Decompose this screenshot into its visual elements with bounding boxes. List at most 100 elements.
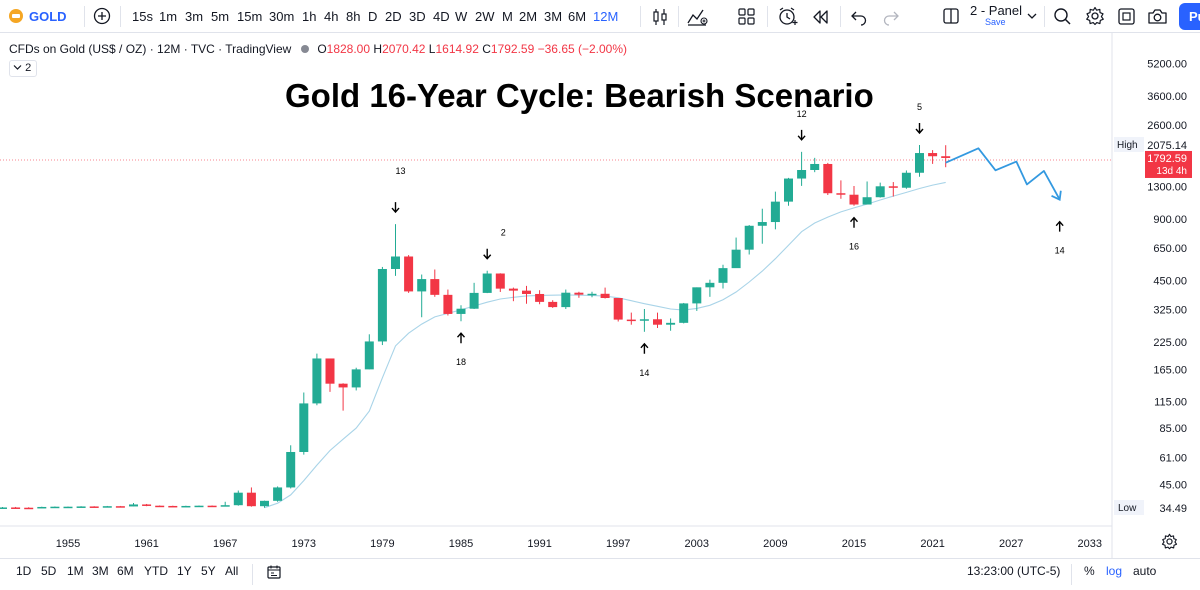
interval-1m[interactable]: 1m <box>159 9 178 24</box>
candle-1987[interactable] <box>482 270 492 294</box>
candle-1985[interactable] <box>456 305 466 322</box>
legend-symbol-title[interactable]: CFDs on Gold (US$ / OZ) · 12M · TVC · Tr… <box>9 42 292 56</box>
candle-1982[interactable] <box>417 274 427 318</box>
alert-clock-icon[interactable] <box>777 6 799 27</box>
candle-1978[interactable] <box>364 334 374 370</box>
candle-1977[interactable] <box>351 367 361 391</box>
candle-1957[interactable] <box>89 506 99 508</box>
candle-2010[interactable] <box>784 177 793 206</box>
candle-1993[interactable] <box>561 289 571 309</box>
candle-1997[interactable] <box>613 298 623 322</box>
candle-1955[interactable] <box>63 506 73 509</box>
interval-3m[interactable]: 3m <box>185 9 204 24</box>
candle-2014[interactable] <box>836 180 846 199</box>
candle-1951[interactable] <box>11 506 21 509</box>
candle-2003[interactable] <box>692 287 702 311</box>
candle-1976[interactable] <box>338 383 348 411</box>
interval-2w[interactable]: 2W <box>475 9 495 24</box>
publish-button[interactable]: Pu <box>1179 3 1200 30</box>
candle-1966[interactable] <box>207 505 217 508</box>
candle-2009[interactable] <box>770 191 780 230</box>
interval-1h[interactable]: 1h <box>302 9 317 24</box>
range-ytd[interactable]: YTD <box>144 564 168 578</box>
candle-2021[interactable] <box>928 150 938 164</box>
candle-1974[interactable] <box>312 353 322 406</box>
settings-gear-icon[interactable] <box>1085 6 1105 26</box>
candle-1980[interactable] <box>391 224 400 276</box>
candle-1960[interactable] <box>129 502 138 507</box>
candle-2004[interactable] <box>705 279 715 297</box>
candle-1975[interactable] <box>325 358 335 392</box>
interval-2mo[interactable]: 2M <box>519 9 538 24</box>
range-1d[interactable]: 1D <box>16 564 32 578</box>
candle-1970[interactable] <box>260 500 269 508</box>
range-5d[interactable]: 5D <box>41 564 57 578</box>
candle-2001[interactable] <box>666 318 676 331</box>
candle-2002[interactable] <box>679 302 689 324</box>
interval-4d[interactable]: 4D <box>433 9 450 24</box>
candle-1995[interactable] <box>587 291 597 298</box>
price-chart[interactable]: 13 18 2 14 12 16 5 14 1955 1961 1967 1973 1979 1985 1… <box>0 33 1200 558</box>
candle-1986[interactable] <box>469 282 479 309</box>
candle-1983[interactable] <box>430 269 440 297</box>
interval-5m[interactable]: 5m <box>211 9 230 24</box>
candle-1996[interactable] <box>600 287 610 299</box>
candle-1990[interactable] <box>522 285 531 304</box>
candle-2000[interactable] <box>653 312 662 329</box>
candle-2015[interactable] <box>849 185 859 206</box>
candle-2020[interactable] <box>915 145 924 177</box>
log-scale-toggle[interactable]: log <box>1106 564 1123 578</box>
candle-1998[interactable] <box>626 312 636 325</box>
chart-pane[interactable]: 13 18 2 14 12 16 5 14 1955 1961 1967 1973 1979 1985 1… <box>0 33 1200 558</box>
scale-settings-icon[interactable] <box>1161 533 1178 550</box>
candle-1952[interactable] <box>24 507 34 510</box>
clock-time-label[interactable]: 13:23:00 (UTC-5) <box>967 564 1061 578</box>
candle-1956[interactable] <box>76 506 86 508</box>
chevron-down-icon[interactable] <box>1026 11 1038 21</box>
interval-12mo[interactable]: 12M <box>593 9 619 24</box>
candle-1999[interactable] <box>639 308 649 332</box>
candle-2017[interactable] <box>875 182 885 198</box>
indicators-collapse-toggle[interactable]: 2 <box>9 60 37 77</box>
panel-layout-icon[interactable] <box>942 7 960 25</box>
date-range-icon[interactable] <box>266 564 282 580</box>
fullscreen-icon[interactable] <box>1117 7 1136 26</box>
bar-replay-icon[interactable] <box>810 8 830 26</box>
range-1y[interactable]: 1Y <box>177 564 192 578</box>
candle-2019[interactable] <box>901 170 911 189</box>
interval-30m[interactable]: 30m <box>269 9 295 24</box>
layout-name-label[interactable]: 2 - Panel <box>970 3 1023 18</box>
range-3m[interactable]: 3M <box>92 564 109 578</box>
candle-1984[interactable] <box>443 289 453 316</box>
interval-3d[interactable]: 3D <box>409 9 426 24</box>
layouts-grid-icon[interactable] <box>737 7 756 26</box>
candle-1979[interactable] <box>377 266 387 346</box>
candle-2018[interactable] <box>888 182 898 197</box>
interval-6mo[interactable]: 6M <box>568 9 587 24</box>
candle-2013[interactable] <box>823 162 833 196</box>
candle-1964[interactable] <box>181 505 191 508</box>
undo-icon[interactable] <box>850 8 868 26</box>
candle-1973[interactable] <box>299 392 309 455</box>
candle-1965[interactable] <box>194 505 204 508</box>
range-6m[interactable]: 6M <box>117 564 134 578</box>
interval-1mo[interactable]: M <box>502 9 513 24</box>
add-symbol-icon[interactable] <box>93 7 111 25</box>
range-5y[interactable]: 5Y <box>201 564 216 578</box>
range-all[interactable]: All <box>225 564 239 578</box>
interval-15m[interactable]: 15m <box>237 9 263 24</box>
search-icon[interactable] <box>1053 7 1072 26</box>
symbol-search-button[interactable]: GOLD <box>29 9 67 24</box>
candle-1971[interactable] <box>273 486 283 502</box>
candle-2012[interactable] <box>810 157 820 173</box>
candle-1954[interactable] <box>50 506 60 509</box>
candle-1963[interactable] <box>168 505 178 508</box>
candle-2022[interactable] <box>941 145 951 168</box>
candle-1991[interactable] <box>535 290 545 305</box>
candle-1972[interactable] <box>286 445 296 489</box>
interval-3mo[interactable]: 3M <box>544 9 563 24</box>
interval-8h[interactable]: 8h <box>346 9 361 24</box>
indicators-icon[interactable] <box>686 6 708 27</box>
candle-2011[interactable] <box>797 151 807 186</box>
interval-1w[interactable]: W <box>455 9 468 24</box>
